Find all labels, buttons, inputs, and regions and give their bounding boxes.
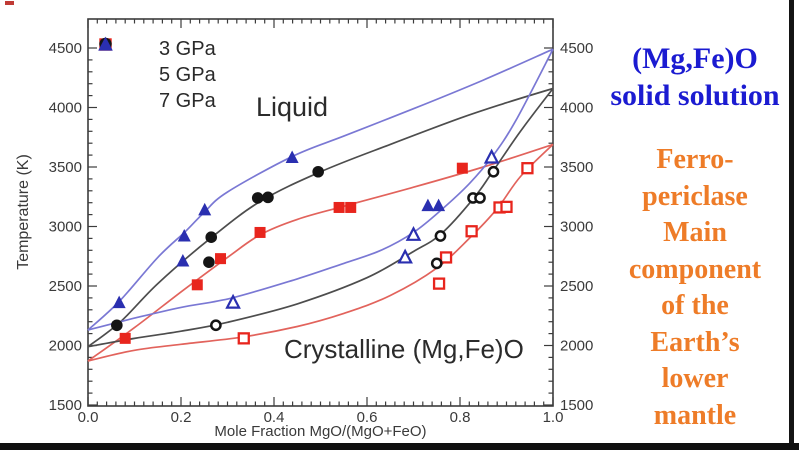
x-axis-tick-label: 0.0 [78, 409, 99, 426]
series-5-gpa-solid [210, 165, 500, 332]
filled-square-icon [99, 38, 146, 57]
side-title: (Mg,Fe)O solid solution [598, 40, 792, 114]
side-subtitle-line: lower [661, 363, 729, 394]
side-subtitle-line: periclase [642, 180, 748, 212]
side-panel: (Mg,Fe)O solid solution Ferro- periclase… [598, 0, 792, 443]
legend-label: 7 GPa [159, 89, 216, 112]
curve-3-gpa-liquidus [87, 143, 554, 362]
y-axis-tick-label-right: 3500 [560, 159, 593, 176]
series-3-gpa-solid [237, 162, 534, 345]
curve-5-gpa-liquidus [87, 87, 554, 348]
side-title-line: (Mg,Fe)O [632, 42, 758, 75]
y-axis-tick-label-right: 2500 [560, 278, 593, 295]
open-triangle-icon [97, 36, 114, 109]
filled-triangle-icon [99, 37, 146, 109]
video-artifact-mark [5, 1, 14, 5]
filled-circle-icon [99, 37, 146, 83]
open-circle-icon [97, 38, 114, 83]
y-axis-tick-label-right: 1500 [560, 397, 593, 414]
curve-5-gpa-solidus [87, 87, 554, 348]
curve-7-gpa-liquidus [87, 48, 554, 331]
video-bottom-bar [0, 443, 799, 450]
y-axis-tick-label-right: 4500 [560, 40, 593, 57]
y-axis-tick-label-left: 3000 [49, 219, 82, 236]
side-subtitle-line: Ferro- [656, 144, 734, 175]
legend-row-5gpa: 5 GPa [97, 37, 216, 88]
liquid-phase-label: Liquid [256, 92, 329, 122]
side-title-line: solid solution [610, 79, 780, 112]
y-axis-tick-label-left: 4500 [49, 40, 82, 57]
legend-row-7gpa: 7 GPa [97, 36, 216, 114]
video-edge-bar [789, 0, 794, 443]
legend-label: 5 GPa [159, 63, 216, 86]
y-axis-tick-label-right: 2000 [560, 338, 593, 355]
legend-row-3gpa: 3 GPa [97, 36, 216, 62]
side-subtitle-line: Main [663, 217, 727, 248]
x-axis-tick-label: 1.0 [543, 409, 564, 426]
series-5-gpa-liquid [111, 165, 324, 332]
x-axis-tick-label: 0.6 [357, 409, 378, 426]
series-3-gpa-liquid [119, 162, 468, 344]
side-subtitle: Ferro- periclase Main component of the E… [598, 142, 792, 434]
y-axis-tick-label-left: 1500 [49, 397, 82, 414]
legend: 3 GPa 5 GPa 7 GPa [97, 36, 216, 114]
series-7-gpa-solid [225, 148, 500, 309]
side-subtitle-line: of the [661, 290, 729, 321]
x-axis-tick-label: 0.2 [171, 409, 192, 426]
x-axis-tick-label: 0.8 [450, 409, 471, 426]
side-subtitle-line: Earth’s [650, 326, 740, 358]
side-subtitle-line: component [628, 253, 762, 285]
y-axis-tick-label-left: 2500 [49, 278, 82, 295]
y-axis-tick-label-left: 4000 [49, 100, 82, 117]
y-axis-tick-label-right: 4000 [560, 100, 593, 117]
series-7-gpa-liquid [112, 150, 446, 309]
y-axis-tick-label-left: 2000 [49, 338, 82, 355]
phase-diagram-chart: 0.0 0.2 0.4 0.6 0.8 1.0 1500 1500 2000 2000 2500 25… [15, 18, 593, 440]
y-axis-tick-label-left: 3500 [49, 159, 82, 176]
side-subtitle-line: mantle [653, 399, 737, 431]
legend-label: 3 GPa [159, 37, 216, 60]
y-axis-tick-label-right: 3000 [560, 219, 593, 236]
x-axis-label: Mole Fraction MgO/(MgO+FeO) [214, 423, 427, 440]
y-axis-label: Temperature (K) [15, 154, 32, 270]
crystalline-phase-label: Crystalline (Mg,Fe)O [284, 334, 524, 364]
x-axis-tick-label: 0.4 [264, 409, 285, 426]
